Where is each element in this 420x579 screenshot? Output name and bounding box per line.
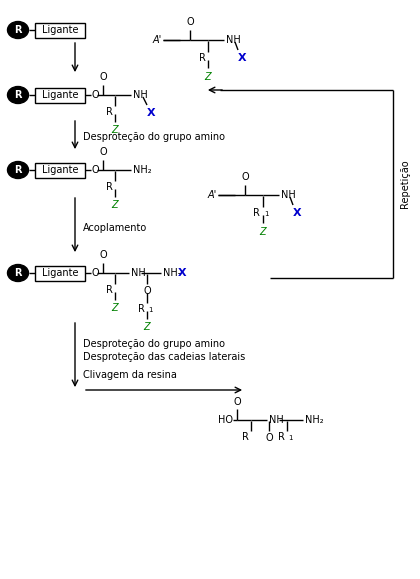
Text: NH: NH xyxy=(131,268,146,278)
Text: R: R xyxy=(242,432,249,442)
Text: R: R xyxy=(253,208,260,218)
Text: R: R xyxy=(106,107,113,117)
Ellipse shape xyxy=(8,86,29,104)
Ellipse shape xyxy=(8,162,29,178)
Text: R: R xyxy=(106,285,113,295)
Text: NH: NH xyxy=(281,190,296,200)
Text: HO: HO xyxy=(218,415,233,425)
Text: 1: 1 xyxy=(288,435,292,441)
Text: O: O xyxy=(91,268,99,278)
Text: X: X xyxy=(238,53,247,63)
Text: Ligante: Ligante xyxy=(42,90,78,100)
Text: Z: Z xyxy=(112,303,118,313)
Text: R: R xyxy=(14,165,22,175)
Text: NH-: NH- xyxy=(163,268,181,278)
Text: X: X xyxy=(293,208,302,218)
Text: R: R xyxy=(14,268,22,278)
Text: R: R xyxy=(278,432,285,442)
Text: 1: 1 xyxy=(264,211,268,217)
Text: NH: NH xyxy=(133,90,148,100)
Text: NH₂: NH₂ xyxy=(305,415,324,425)
Text: R: R xyxy=(138,304,145,314)
Text: 1: 1 xyxy=(148,307,152,313)
Ellipse shape xyxy=(8,21,29,38)
Text: Clivagem da resina: Clivagem da resina xyxy=(83,370,177,380)
Text: O: O xyxy=(91,90,99,100)
Text: O: O xyxy=(91,165,99,175)
Text: R: R xyxy=(14,90,22,100)
Text: Z: Z xyxy=(205,72,211,82)
Text: O: O xyxy=(233,397,241,407)
Text: R: R xyxy=(14,25,22,35)
Text: Desproteção do grupo amino: Desproteção do grupo amino xyxy=(83,339,225,349)
Text: Ligante: Ligante xyxy=(42,268,78,278)
Text: O: O xyxy=(265,433,273,443)
Text: Z: Z xyxy=(112,200,118,210)
Text: O: O xyxy=(99,250,107,260)
FancyBboxPatch shape xyxy=(35,266,85,280)
FancyBboxPatch shape xyxy=(35,163,85,178)
Text: NH₂: NH₂ xyxy=(133,165,152,175)
Text: O: O xyxy=(186,17,194,27)
Text: O: O xyxy=(241,172,249,182)
Text: NH: NH xyxy=(226,35,241,45)
Text: Repetição: Repetição xyxy=(400,160,410,208)
Text: Z: Z xyxy=(112,125,118,135)
Text: O: O xyxy=(99,72,107,82)
Text: O: O xyxy=(143,286,151,296)
Text: A': A' xyxy=(153,35,162,45)
Ellipse shape xyxy=(8,265,29,281)
Text: Desproteção do grupo amino: Desproteção do grupo amino xyxy=(83,132,225,142)
Text: X: X xyxy=(178,268,186,278)
Text: A': A' xyxy=(208,190,217,200)
Text: Ligante: Ligante xyxy=(42,165,78,175)
Text: X: X xyxy=(147,108,156,118)
Text: NH: NH xyxy=(269,415,284,425)
Text: Z: Z xyxy=(144,322,150,332)
Text: Ligante: Ligante xyxy=(42,25,78,35)
Text: O: O xyxy=(99,147,107,157)
Text: R: R xyxy=(106,182,113,192)
FancyBboxPatch shape xyxy=(35,87,85,102)
Text: Desproteção das cadeias laterais: Desproteção das cadeias laterais xyxy=(83,352,245,362)
Text: R: R xyxy=(199,53,206,63)
FancyBboxPatch shape xyxy=(35,23,85,38)
Text: Z: Z xyxy=(260,227,266,237)
Text: Acoplamento: Acoplamento xyxy=(83,223,147,233)
